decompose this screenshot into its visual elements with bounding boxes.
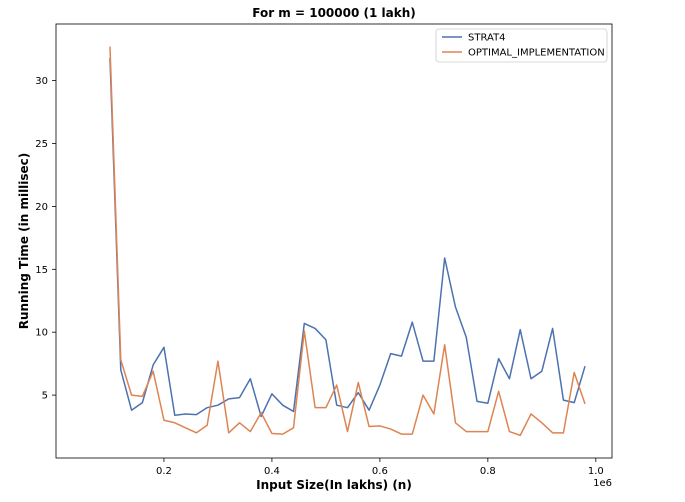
y-tick-label: 20 bbox=[35, 202, 48, 213]
x-tick-label: 0.4 bbox=[264, 466, 280, 477]
series-layer bbox=[109, 46, 586, 437]
x-tick-label: 0.8 bbox=[480, 466, 496, 477]
y-tick-label: 15 bbox=[35, 265, 48, 276]
y-tick-label: 30 bbox=[35, 76, 48, 87]
x-tick-label: 0.6 bbox=[372, 466, 388, 477]
legend-label-optimal-implementation: OPTIMAL_IMPLEMENTATION bbox=[468, 48, 605, 59]
x-axis-ticks: 0.2 0.4 0.6 0.8 1.0 bbox=[156, 458, 604, 477]
y-axis-ticks: 5 10 15 20 25 30 bbox=[35, 76, 56, 402]
legend: STRAT4 OPTIMAL_IMPLEMENTATION bbox=[435, 28, 608, 63]
y-tick-label: 25 bbox=[35, 139, 48, 150]
y-tick-label: 10 bbox=[35, 328, 48, 339]
series-line-strat4 bbox=[109, 57, 586, 418]
plot-frame bbox=[55, 23, 613, 459]
y-axis-title: Running Time (in millisec) bbox=[17, 153, 31, 330]
y-tick-label: 5 bbox=[42, 391, 48, 402]
legend-frame bbox=[435, 28, 608, 63]
chart-title: For m = 100000 (1 lakh) bbox=[252, 6, 415, 20]
x-tick-label: 0.2 bbox=[156, 466, 172, 477]
legend-label-strat4: STRAT4 bbox=[468, 33, 506, 44]
x-tick-label: 1.0 bbox=[588, 466, 604, 477]
series-line-optimal-implementation bbox=[109, 46, 586, 437]
x-axis-offset-label: 1e6 bbox=[593, 478, 612, 489]
x-axis-title: Input Size(In lakhs) (n) bbox=[256, 478, 412, 492]
